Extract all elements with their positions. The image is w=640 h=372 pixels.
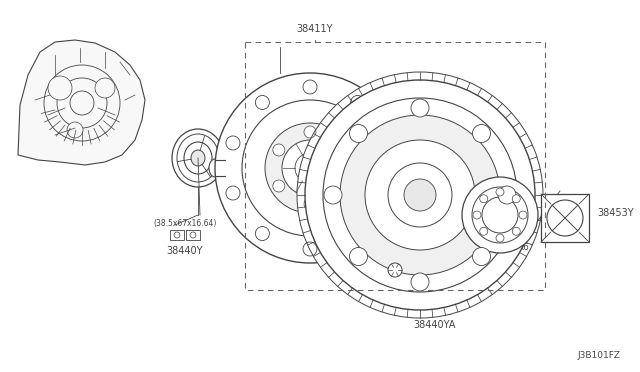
Circle shape bbox=[349, 247, 367, 266]
Bar bbox=[420, 304, 434, 314]
Circle shape bbox=[303, 242, 317, 256]
Circle shape bbox=[255, 227, 269, 241]
Circle shape bbox=[305, 80, 535, 310]
Circle shape bbox=[512, 227, 520, 235]
Circle shape bbox=[67, 122, 83, 138]
Circle shape bbox=[462, 177, 538, 253]
Circle shape bbox=[335, 144, 347, 156]
Circle shape bbox=[324, 186, 342, 204]
Text: X6: X6 bbox=[518, 244, 530, 253]
Bar bbox=[186, 230, 200, 240]
Circle shape bbox=[498, 186, 516, 204]
Circle shape bbox=[351, 227, 365, 241]
Circle shape bbox=[472, 187, 528, 243]
Circle shape bbox=[44, 65, 120, 141]
Ellipse shape bbox=[191, 150, 205, 166]
Circle shape bbox=[380, 136, 394, 150]
Circle shape bbox=[48, 76, 72, 100]
Circle shape bbox=[273, 180, 285, 192]
Circle shape bbox=[265, 123, 355, 213]
Circle shape bbox=[365, 140, 475, 250]
Circle shape bbox=[303, 80, 317, 94]
Text: (45x75x19.60): (45x75x19.60) bbox=[407, 293, 463, 302]
Circle shape bbox=[519, 211, 527, 219]
Circle shape bbox=[273, 144, 285, 156]
Circle shape bbox=[512, 195, 520, 203]
Circle shape bbox=[335, 180, 347, 192]
Circle shape bbox=[424, 306, 430, 312]
Polygon shape bbox=[18, 40, 145, 165]
Ellipse shape bbox=[184, 142, 212, 174]
Circle shape bbox=[480, 227, 488, 235]
Circle shape bbox=[480, 195, 488, 203]
Bar bbox=[245, 42, 545, 290]
Ellipse shape bbox=[172, 129, 224, 187]
Circle shape bbox=[404, 179, 436, 211]
Circle shape bbox=[388, 263, 402, 277]
Circle shape bbox=[473, 211, 481, 219]
Circle shape bbox=[349, 125, 367, 142]
Circle shape bbox=[304, 198, 316, 210]
Circle shape bbox=[547, 200, 583, 236]
Bar bbox=[436, 304, 450, 314]
Text: J3B101FZ: J3B101FZ bbox=[577, 350, 620, 359]
Circle shape bbox=[174, 232, 180, 238]
Text: 38411Y: 38411Y bbox=[297, 24, 333, 34]
Circle shape bbox=[411, 99, 429, 117]
Circle shape bbox=[297, 72, 543, 318]
Bar bbox=[541, 194, 589, 242]
Circle shape bbox=[482, 197, 518, 233]
Text: 38453Y: 38453Y bbox=[597, 208, 634, 218]
Bar bbox=[170, 230, 184, 240]
Circle shape bbox=[472, 247, 490, 266]
Circle shape bbox=[380, 186, 394, 200]
Circle shape bbox=[255, 96, 269, 109]
Circle shape bbox=[215, 73, 405, 263]
Circle shape bbox=[496, 188, 504, 196]
Circle shape bbox=[95, 78, 115, 98]
Text: 38440YA: 38440YA bbox=[414, 320, 456, 330]
Ellipse shape bbox=[209, 159, 221, 177]
Circle shape bbox=[226, 136, 240, 150]
Text: (38.5x67x16.64): (38.5x67x16.64) bbox=[154, 219, 217, 228]
Circle shape bbox=[190, 232, 196, 238]
Circle shape bbox=[282, 140, 338, 196]
Text: 38440Y: 38440Y bbox=[167, 246, 204, 256]
Circle shape bbox=[295, 153, 325, 183]
Circle shape bbox=[57, 78, 107, 128]
Circle shape bbox=[70, 91, 94, 115]
Circle shape bbox=[304, 126, 316, 138]
Circle shape bbox=[351, 96, 365, 109]
Text: x10: x10 bbox=[383, 286, 401, 295]
Circle shape bbox=[440, 306, 446, 312]
Circle shape bbox=[242, 100, 378, 236]
Circle shape bbox=[388, 163, 452, 227]
Circle shape bbox=[496, 234, 504, 242]
Circle shape bbox=[411, 273, 429, 291]
Circle shape bbox=[340, 115, 500, 275]
Ellipse shape bbox=[177, 134, 219, 182]
Circle shape bbox=[226, 186, 240, 200]
Circle shape bbox=[472, 125, 490, 142]
Circle shape bbox=[323, 98, 517, 292]
